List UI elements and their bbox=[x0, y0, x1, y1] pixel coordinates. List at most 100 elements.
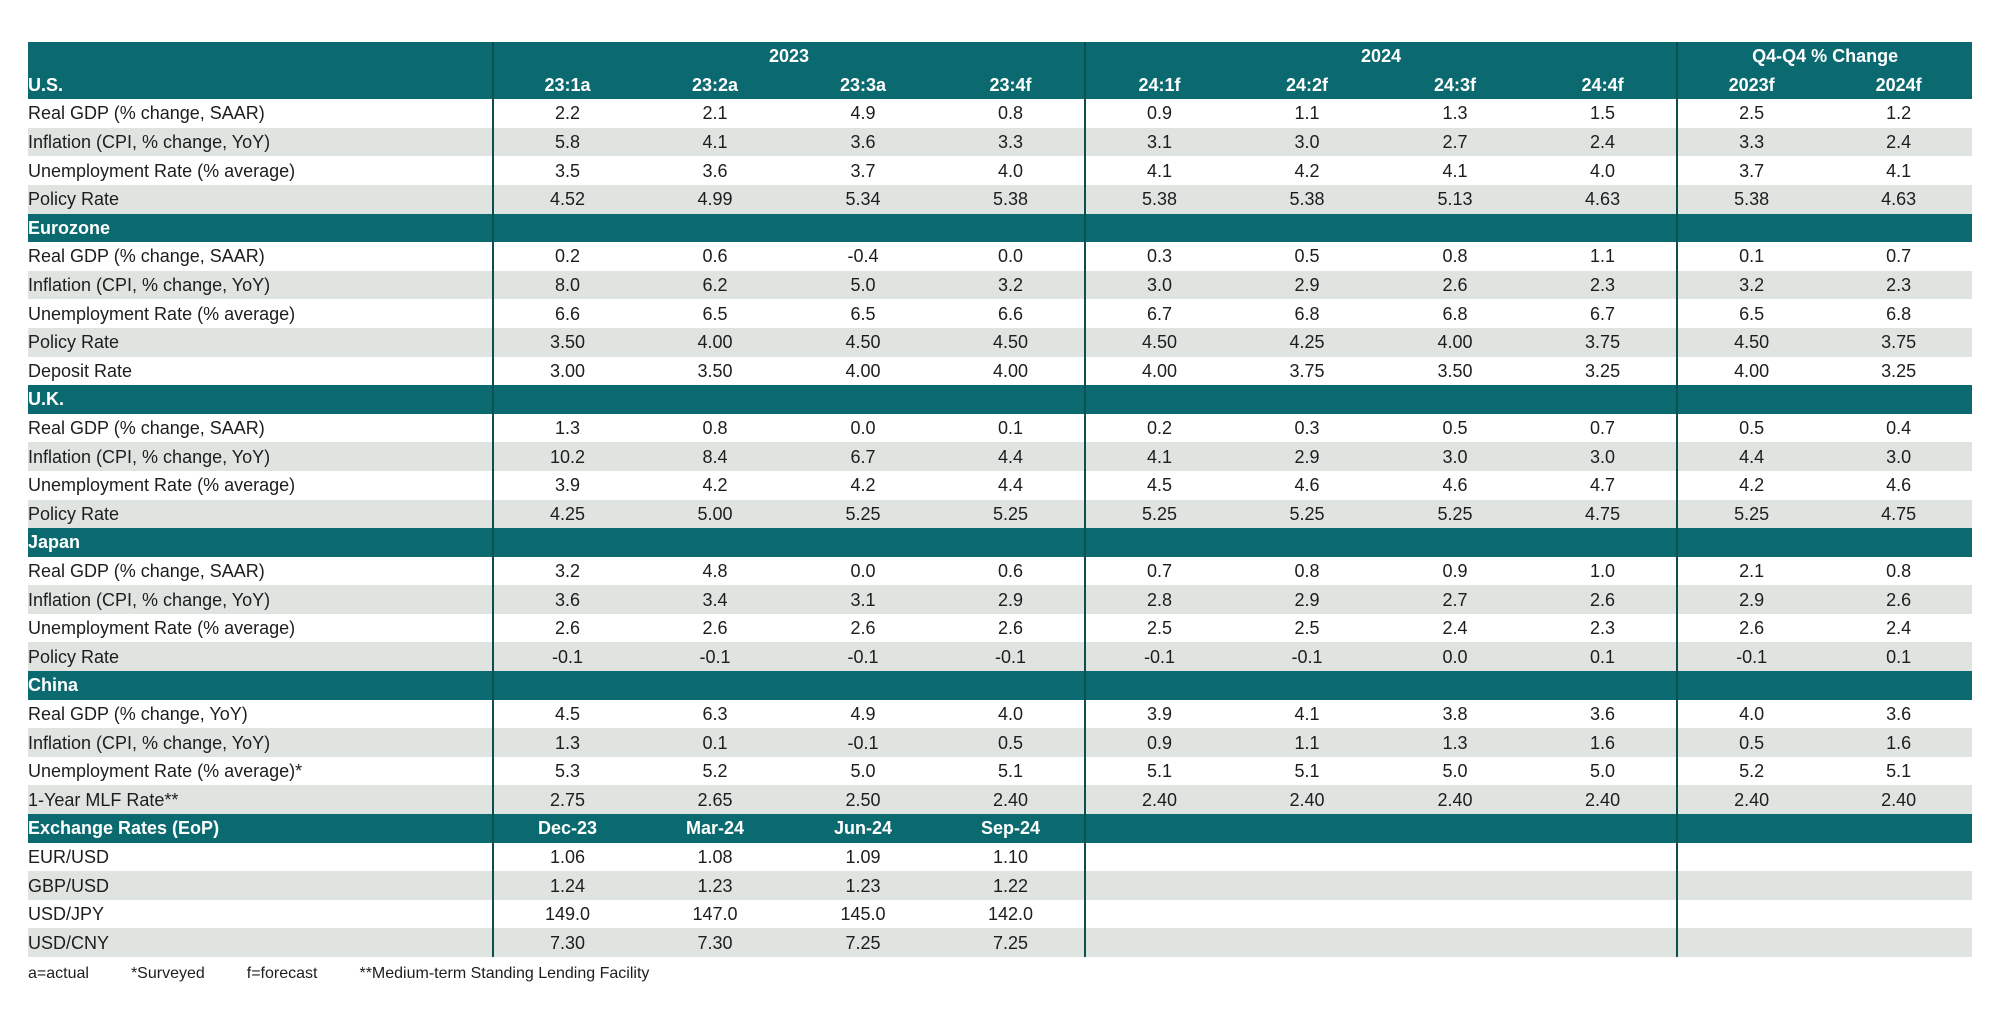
column-header: 2023f bbox=[1676, 70, 1826, 100]
section-filler bbox=[937, 385, 1086, 414]
value-cell: 2.9 bbox=[1233, 442, 1382, 471]
section-filler bbox=[1676, 213, 1826, 243]
row-label: Policy Rate bbox=[28, 184, 493, 214]
value-cell: 1.6 bbox=[1529, 728, 1678, 757]
value-cell: 0.5 bbox=[1676, 413, 1826, 443]
fx-row: USD/JPY 149.0 147.0 145.0 142.0 bbox=[28, 899, 1973, 929]
column-header: 23:4f bbox=[937, 70, 1086, 100]
row-label: Unemployment Rate (% average) bbox=[28, 156, 493, 185]
value-cell: 4.52 bbox=[492, 184, 641, 214]
value-cell: 0.6 bbox=[937, 556, 1086, 586]
fx-filler bbox=[1825, 814, 1973, 843]
value-cell: 5.25 bbox=[789, 499, 937, 529]
empty-cell bbox=[1084, 871, 1234, 900]
fx-value-cell: 7.25 bbox=[789, 928, 937, 957]
value-cell: 4.1 bbox=[1084, 156, 1234, 185]
section-header-row: Japan bbox=[28, 528, 1973, 557]
value-cell: 4.00 bbox=[641, 327, 789, 357]
section-filler bbox=[937, 213, 1086, 243]
table-row: Unemployment Rate (% average) 3.5 3.6 3.7 4.… bbox=[28, 156, 1973, 185]
section-title: Japan bbox=[28, 528, 493, 557]
value-cell: 2.7 bbox=[1381, 127, 1530, 157]
value-cell: -0.1 bbox=[1233, 642, 1382, 672]
value-cell: 3.5 bbox=[492, 156, 641, 185]
value-cell: 2.9 bbox=[1676, 585, 1826, 614]
fx-value-cell: 142.0 bbox=[937, 899, 1086, 929]
section-filler bbox=[1676, 385, 1826, 414]
value-cell: 4.9 bbox=[789, 99, 937, 128]
value-cell: 4.0 bbox=[1676, 699, 1826, 729]
value-cell: 0.9 bbox=[1084, 99, 1234, 128]
table-row: Unemployment Rate (% average) 6.6 6.5 6.5 6.… bbox=[28, 299, 1973, 328]
value-cell: 4.6 bbox=[1233, 470, 1382, 500]
value-cell: 3.7 bbox=[1676, 156, 1826, 185]
value-cell: 0.3 bbox=[1084, 242, 1234, 271]
value-cell: 3.50 bbox=[641, 356, 789, 386]
section-filler bbox=[492, 385, 641, 414]
value-cell: 4.0 bbox=[937, 699, 1086, 729]
value-cell: 3.6 bbox=[1825, 699, 1973, 729]
value-cell: 0.4 bbox=[1825, 413, 1973, 443]
fx-label: USD/JPY bbox=[28, 899, 493, 929]
value-cell: 2.6 bbox=[1825, 585, 1973, 614]
fx-label: EUR/USD bbox=[28, 842, 493, 872]
table-row: Real GDP (% change, SAAR) 3.2 4.8 0.0 0.6 0.7… bbox=[28, 556, 1973, 586]
forecast-table: 2023 2024 Q4-Q4 % Change U.S. 23:1a 23:2a… bbox=[28, 42, 1973, 957]
section-filler bbox=[789, 528, 937, 557]
row-label: Inflation (CPI, % change, YoY) bbox=[28, 442, 493, 471]
table-row: Inflation (CPI, % change, YoY) 1.3 0.1 -0.1… bbox=[28, 728, 1973, 757]
section-filler bbox=[1825, 385, 1973, 414]
empty-cell bbox=[1529, 899, 1678, 929]
value-cell: 4.75 bbox=[1529, 499, 1678, 529]
value-cell: 4.50 bbox=[937, 327, 1086, 357]
section-filler bbox=[789, 385, 937, 414]
value-cell: 2.6 bbox=[1529, 585, 1678, 614]
value-cell: 2.6 bbox=[492, 613, 641, 643]
value-cell: 4.00 bbox=[937, 356, 1086, 386]
year-2024-header: 2024 bbox=[1084, 42, 1678, 71]
row-label: Real GDP (% change, YoY) bbox=[28, 699, 493, 729]
value-cell: 3.2 bbox=[1676, 270, 1826, 300]
fx-label: USD/CNY bbox=[28, 928, 493, 957]
value-cell: -0.1 bbox=[789, 642, 937, 672]
section-filler bbox=[1084, 385, 1234, 414]
value-cell: 6.6 bbox=[492, 299, 641, 328]
value-cell: 1.1 bbox=[1529, 242, 1678, 271]
table-row: Real GDP (% change, SAAR) 1.3 0.8 0.0 0.1 0.2… bbox=[28, 413, 1973, 443]
value-cell: 3.3 bbox=[1676, 127, 1826, 157]
row-label: Unemployment Rate (% average) bbox=[28, 299, 493, 328]
fx-filler bbox=[1084, 814, 1234, 843]
empty-cell bbox=[1233, 871, 1382, 900]
table-row: Inflation (CPI, % change, YoY) 5.8 4.1 3.6 3… bbox=[28, 127, 1973, 157]
value-cell: 3.2 bbox=[492, 556, 641, 586]
empty-cell bbox=[1676, 899, 1826, 929]
value-cell: 0.8 bbox=[641, 413, 789, 443]
value-cell: 5.25 bbox=[1381, 499, 1530, 529]
fx-value-cell: 1.09 bbox=[789, 842, 937, 872]
value-cell: -0.1 bbox=[937, 642, 1086, 672]
value-cell: 0.1 bbox=[1529, 642, 1678, 672]
section-filler bbox=[1381, 213, 1530, 243]
section-header-row: U.K. bbox=[28, 385, 1973, 414]
value-cell: 3.3 bbox=[937, 127, 1086, 157]
value-cell: 2.4 bbox=[1529, 127, 1678, 157]
value-cell: 3.50 bbox=[492, 327, 641, 357]
value-cell: 0.3 bbox=[1233, 413, 1382, 443]
value-cell: 6.8 bbox=[1233, 299, 1382, 328]
section-filler bbox=[1233, 385, 1382, 414]
value-cell: 6.6 bbox=[937, 299, 1086, 328]
section-header-row: China bbox=[28, 671, 1973, 700]
value-cell: 2.40 bbox=[1381, 785, 1530, 815]
value-cell: 1.1 bbox=[1233, 99, 1382, 128]
value-cell: 1.3 bbox=[492, 728, 641, 757]
fx-value-cell: 147.0 bbox=[641, 899, 789, 929]
empty-cell bbox=[1381, 899, 1530, 929]
table-row: Policy Rate -0.1 -0.1 -0.1 -0.1 -0.1 -0.1 0.0 0.… bbox=[28, 642, 1973, 672]
value-cell: 5.25 bbox=[937, 499, 1086, 529]
value-cell: 2.2 bbox=[492, 99, 641, 128]
value-cell: 6.5 bbox=[641, 299, 789, 328]
section-filler bbox=[789, 213, 937, 243]
value-cell: 2.6 bbox=[789, 613, 937, 643]
section-filler bbox=[937, 528, 1086, 557]
row-label: Inflation (CPI, % change, YoY) bbox=[28, 127, 493, 157]
